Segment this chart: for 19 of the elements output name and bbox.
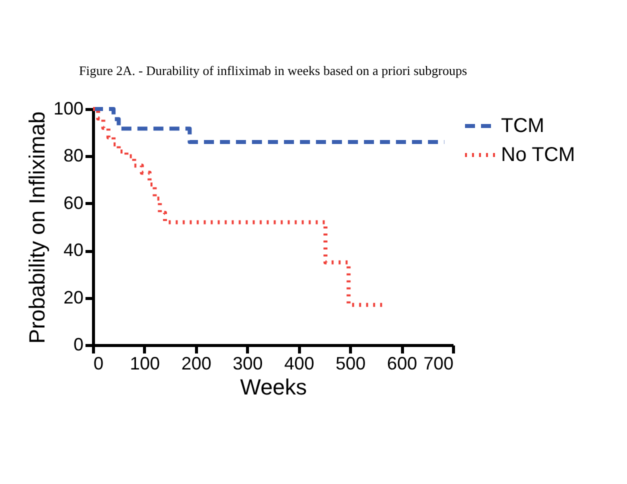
y-tick-label: 40 xyxy=(63,240,84,260)
x-tick-label: 500 xyxy=(336,354,366,374)
x-tick-label: 300 xyxy=(232,354,263,374)
x-tick-label: 100 xyxy=(130,354,160,374)
x-tick-label: 400 xyxy=(284,354,314,374)
y-tick-label: 0 xyxy=(73,334,84,354)
x-tick-label: 0 xyxy=(94,354,104,374)
y-axis-title: Probability on Infliximab xyxy=(24,111,50,344)
x-tick-label: 600 xyxy=(387,354,418,374)
legend-label: No TCM xyxy=(501,144,576,166)
x-tick-label: 700 xyxy=(423,354,454,374)
legend-label: TCM xyxy=(501,115,544,137)
y-tick-label: 60 xyxy=(63,192,84,213)
y-tick-label: 20 xyxy=(63,287,84,308)
y-tick-label: 80 xyxy=(63,146,84,166)
x-tick-label: 200 xyxy=(181,354,212,374)
x-axis-title: Weeks xyxy=(240,374,307,400)
chart-title: Figure 2A. - Durability of infliximab in weeks based on a priori subgroups xyxy=(78,63,468,78)
y-tick-label: 100 xyxy=(53,98,84,118)
